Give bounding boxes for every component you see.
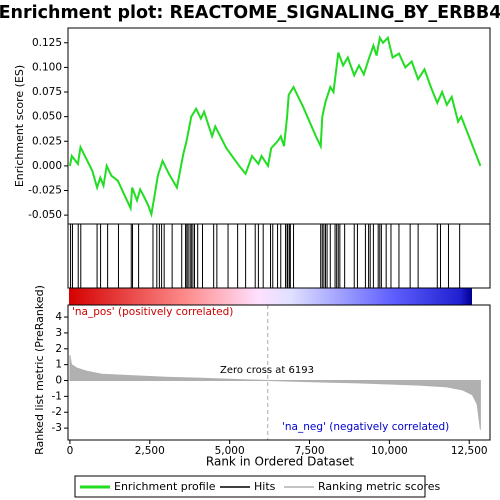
x-tick-label: 12,500: [451, 445, 488, 457]
panel-frame: [67, 223, 491, 289]
y-tick-label: 2: [55, 343, 62, 355]
y-tick-label: 0.025: [32, 135, 62, 147]
x-tick-label: 0: [67, 445, 74, 457]
x-axis-label: Rank in Ordered Dataset: [206, 455, 354, 469]
metric-area: [69, 355, 481, 430]
y-tick-label: 0.000: [32, 160, 62, 172]
y-axis-label: Enrichment score (ES): [13, 65, 26, 187]
color-bar: [69, 288, 472, 305]
pos-label: 'na_pos' (positively correlated): [72, 306, 233, 318]
legend-label: Ranking metric scores: [318, 480, 440, 493]
y-tick-label: -0.025: [28, 185, 62, 197]
legend-label: Hits: [254, 480, 276, 493]
y-tick-label: -0.050: [28, 209, 62, 221]
y-tick-label: 0.100: [32, 61, 62, 73]
x-tick-label: 2,500: [135, 445, 165, 457]
y-tick-label: -1: [52, 390, 62, 402]
y-tick-label: 0.125: [32, 37, 62, 49]
y-tick-label: -3: [52, 422, 62, 434]
legend-label: Enrichment profile: [114, 480, 216, 493]
y-tick-label: 3: [55, 327, 62, 339]
panel-frame: [67, 304, 491, 441]
y-tick-label: 0: [55, 375, 62, 387]
y-tick-label: 0.075: [32, 86, 62, 98]
neg-label: 'na_neg' (negatively correlated): [282, 421, 449, 433]
es-line: [68, 35, 482, 219]
y-tick-label: 1: [55, 359, 62, 371]
x-tick-label: 10,000: [371, 445, 408, 457]
y-axis-label: Ranked list metric (PreRanked): [33, 285, 46, 455]
legend: Enrichment profile Hits Ranking metric s…: [74, 475, 440, 498]
x-tick-label: 7,500: [294, 445, 324, 457]
y-tick-label: 4: [55, 311, 62, 323]
y-tick-label: 0.050: [32, 111, 62, 123]
chart-title: Enrichment plot: REACTOME_SIGNALING_BY_E…: [0, 3, 500, 23]
y-tick-label: -2: [52, 406, 62, 418]
x-tick-label: 5,000: [215, 445, 245, 457]
zero-cross-label: Zero cross at 6193: [220, 365, 314, 376]
